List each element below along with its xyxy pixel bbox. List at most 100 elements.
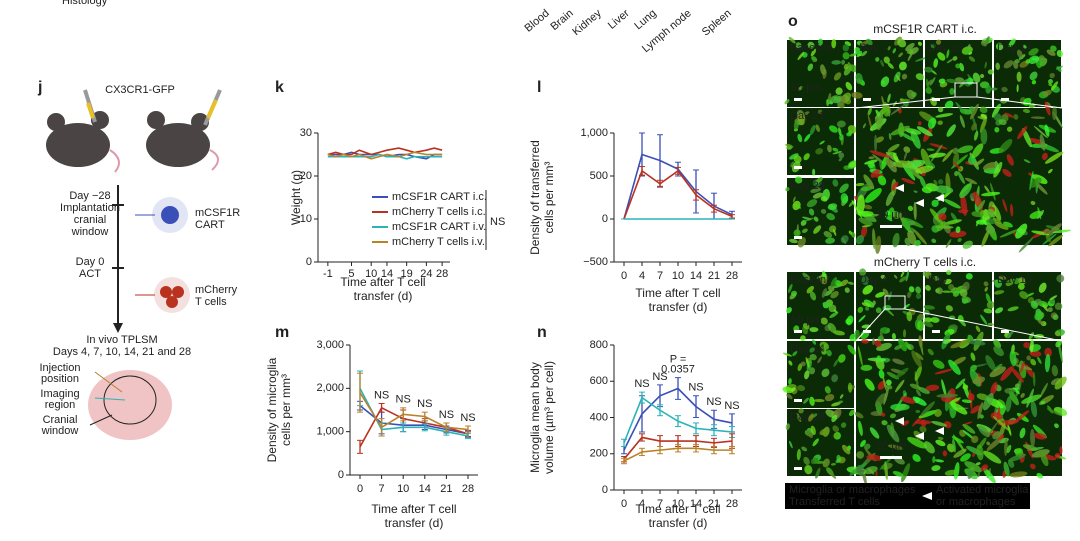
cell-label: CART (195, 219, 225, 231)
cell (863, 443, 871, 450)
cell (986, 441, 991, 446)
y-tick-label: 0 (306, 256, 312, 268)
cell (812, 168, 816, 176)
cell (885, 158, 892, 168)
cell (911, 350, 922, 368)
cell (1037, 356, 1042, 364)
cell (797, 133, 803, 143)
cell (925, 78, 930, 91)
cell (784, 99, 790, 105)
cell (815, 124, 820, 132)
cell (879, 327, 891, 334)
cell (880, 59, 884, 67)
cell (820, 208, 827, 214)
cell (821, 430, 829, 436)
cell (948, 284, 955, 291)
cell (992, 217, 1002, 224)
cell (870, 411, 883, 416)
annotation: NS (460, 412, 475, 424)
cell (864, 378, 875, 391)
cell (782, 352, 793, 357)
y-tick-label: 800 (590, 339, 608, 351)
cell (995, 42, 1004, 51)
cell (1055, 330, 1061, 337)
cell (820, 317, 828, 325)
cell (1020, 393, 1025, 398)
cell (949, 397, 961, 404)
cell (952, 56, 958, 61)
x-tick-label: 7 (657, 270, 663, 282)
cell (823, 230, 833, 238)
cell (913, 190, 918, 193)
cell (812, 438, 819, 447)
y-tick-label: 1,000 (316, 426, 344, 438)
cell (1013, 277, 1020, 285)
annotation: P = (670, 354, 687, 366)
cell (975, 462, 981, 466)
cell (1013, 114, 1019, 120)
cell (954, 77, 965, 83)
cell (1005, 396, 1012, 413)
x-tick-label: 10 (672, 498, 684, 510)
cell (810, 187, 822, 194)
cell (895, 74, 901, 82)
cell (981, 191, 1001, 197)
cell (863, 204, 873, 210)
cell (937, 179, 944, 185)
cell (1013, 351, 1020, 356)
cell (1017, 125, 1028, 140)
cell (815, 177, 823, 184)
cell (1001, 86, 1008, 93)
cell (1028, 332, 1035, 340)
cell (967, 44, 971, 50)
annotation: NS (706, 396, 721, 408)
cell (971, 435, 979, 444)
cell (875, 307, 882, 314)
cell (858, 420, 863, 437)
cell (862, 284, 874, 295)
cell (931, 420, 948, 427)
cell (790, 290, 798, 297)
cell (1044, 101, 1051, 116)
cell (977, 116, 986, 120)
cell (836, 120, 846, 128)
cell (792, 196, 796, 203)
cell (894, 274, 898, 279)
cell (1028, 48, 1039, 56)
cell (890, 104, 906, 116)
cell (962, 240, 973, 249)
x-tick-label: 5 (348, 268, 354, 280)
cell (986, 208, 995, 217)
cell (973, 130, 979, 141)
cell (901, 463, 911, 483)
cell (788, 378, 792, 385)
y-axis-label: cells per mm³ (279, 374, 293, 446)
cell (855, 235, 865, 245)
cell (959, 62, 965, 72)
cell (938, 213, 947, 221)
arrowhead (895, 184, 904, 192)
cell (975, 219, 987, 225)
arrowhead (915, 432, 924, 440)
cell (919, 425, 927, 433)
cell (797, 384, 806, 392)
cell (1055, 340, 1062, 348)
cell (869, 427, 880, 439)
cell (983, 308, 993, 314)
y-axis-label: Density of transferred (528, 140, 542, 255)
y-tick-label: 0 (602, 213, 608, 225)
cell (1052, 229, 1072, 234)
cell (980, 74, 985, 79)
panel-j-art (46, 89, 222, 440)
cell (912, 396, 927, 406)
scale-label: 50 µm (791, 314, 822, 326)
cell (965, 273, 973, 280)
cell (962, 423, 976, 434)
cell (1000, 365, 1014, 381)
cell (840, 235, 849, 244)
cell (1013, 60, 1019, 69)
cell (803, 153, 810, 161)
cell (802, 272, 811, 281)
arrowhead (915, 199, 924, 207)
cell (899, 212, 904, 222)
